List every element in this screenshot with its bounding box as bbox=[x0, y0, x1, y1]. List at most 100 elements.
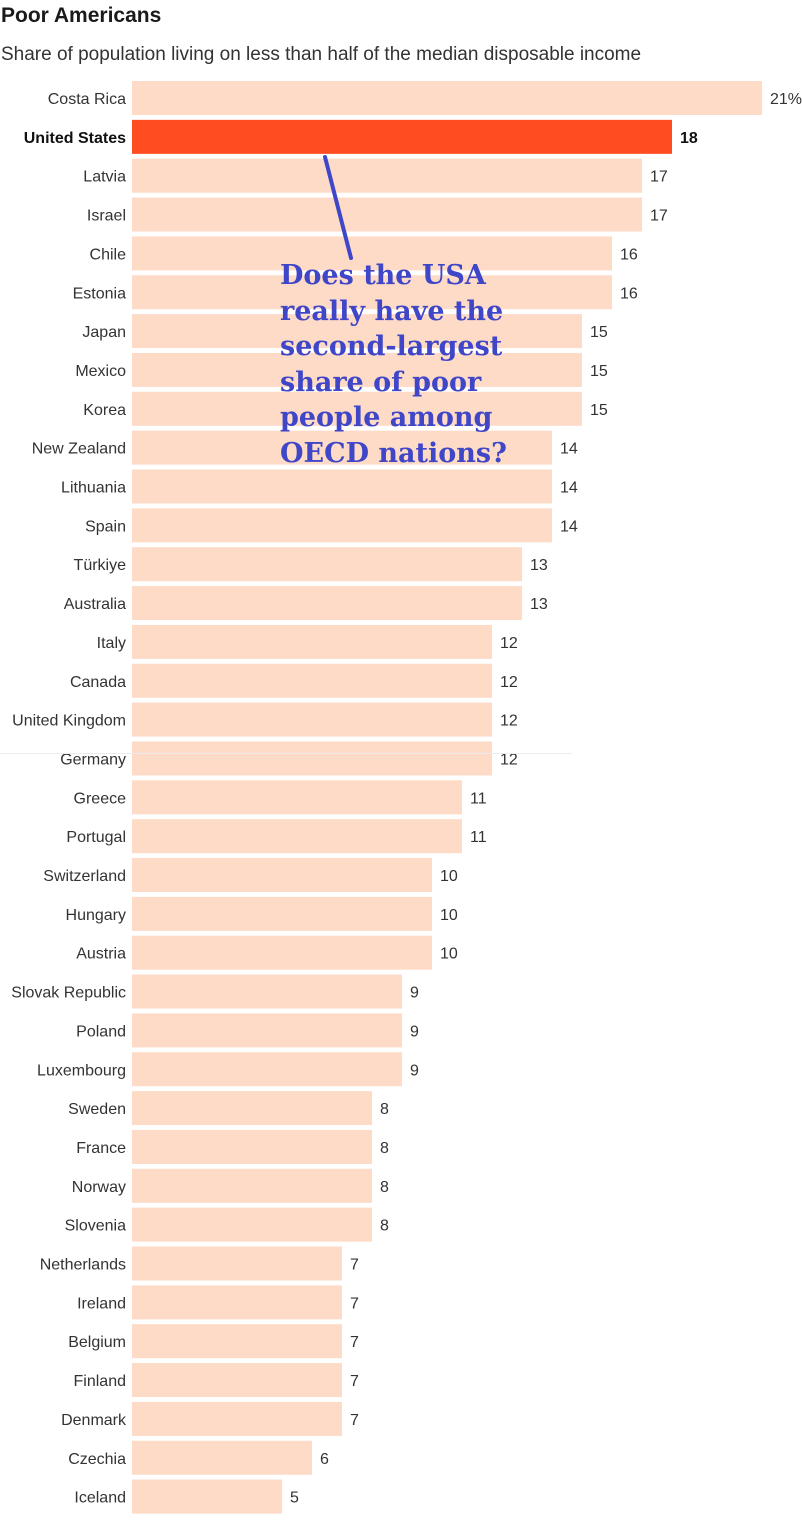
bar-row: Israel 17 bbox=[87, 197, 668, 232]
value-label: 17 bbox=[650, 169, 668, 186]
category-label: Chile bbox=[90, 246, 127, 263]
bar-row: Finland 7 bbox=[74, 1363, 359, 1398]
bar-row: Estonia 16 bbox=[73, 275, 638, 310]
bar-row: Netherlands 7 bbox=[40, 1246, 359, 1281]
bar-row: Poland 9 bbox=[76, 1013, 419, 1048]
bar bbox=[132, 935, 432, 970]
chart-subtitle: Share of population living on less than … bbox=[1, 44, 642, 65]
bar-row: Belgium 7 bbox=[68, 1324, 359, 1359]
category-label: Austria bbox=[76, 946, 126, 963]
bar-row: Luxembourg 9 bbox=[37, 1052, 419, 1087]
divider-line bbox=[0, 753, 572, 754]
value-label: 7 bbox=[350, 1373, 359, 1390]
category-label: Korea bbox=[83, 402, 126, 419]
category-label: Mexico bbox=[75, 363, 126, 380]
bar bbox=[132, 1440, 312, 1475]
value-label: 16 bbox=[620, 246, 638, 263]
bar bbox=[132, 469, 552, 504]
annotation-line: OECD nations? bbox=[280, 437, 507, 469]
bar bbox=[132, 508, 552, 543]
bar bbox=[132, 1401, 342, 1436]
category-label: Türkiye bbox=[74, 557, 127, 574]
bar-row: Greece 11 bbox=[74, 780, 487, 815]
value-label: 8 bbox=[380, 1179, 389, 1196]
category-label: Hungary bbox=[66, 907, 126, 924]
chart-title: Poor Americans bbox=[1, 4, 162, 27]
bar bbox=[132, 1091, 372, 1126]
value-label: 7 bbox=[350, 1257, 359, 1274]
bar bbox=[132, 702, 492, 737]
bar bbox=[132, 1324, 342, 1359]
bar bbox=[132, 819, 462, 854]
bar-row: New Zealand 14 bbox=[32, 430, 578, 465]
bar bbox=[132, 1129, 372, 1164]
category-label: New Zealand bbox=[32, 441, 126, 458]
value-label: 9 bbox=[410, 1062, 419, 1079]
bar bbox=[132, 1168, 372, 1203]
category-label: Latvia bbox=[83, 169, 126, 186]
bar bbox=[132, 974, 402, 1009]
category-label: Greece bbox=[74, 790, 127, 807]
bar-row: Canada 12 bbox=[70, 663, 518, 698]
bar-row: France 8 bbox=[76, 1129, 389, 1164]
category-label: Lithuania bbox=[61, 480, 126, 497]
bar-row: Germany 12 bbox=[60, 741, 518, 776]
bar bbox=[132, 158, 642, 193]
value-label: 12 bbox=[500, 713, 518, 730]
bar-row: Lithuania 14 bbox=[61, 469, 578, 504]
category-label: Switzerland bbox=[43, 868, 126, 885]
bar-row: Slovenia 8 bbox=[65, 1207, 389, 1242]
bar bbox=[132, 1052, 402, 1087]
bar bbox=[132, 1246, 342, 1281]
bar-row: Latvia 17 bbox=[83, 158, 668, 193]
category-label: Portugal bbox=[66, 829, 126, 846]
value-label: 8 bbox=[380, 1101, 389, 1118]
bar-row: Costa Rica 21% bbox=[48, 81, 802, 115]
bar-row: Iceland 5 bbox=[74, 1479, 299, 1514]
bar bbox=[132, 275, 612, 310]
bar-row: Ireland 7 bbox=[77, 1285, 359, 1320]
value-label: 10 bbox=[440, 907, 458, 924]
bar bbox=[132, 896, 432, 931]
value-label: 13 bbox=[530, 557, 548, 574]
value-label: 10 bbox=[440, 946, 458, 963]
bar bbox=[132, 314, 582, 349]
category-label: Poland bbox=[76, 1023, 126, 1040]
category-label: Costa Rica bbox=[48, 91, 126, 108]
annotation-pointer bbox=[323, 155, 353, 260]
value-label: 13 bbox=[530, 596, 548, 613]
value-label: 21% bbox=[770, 91, 802, 108]
bar bbox=[132, 352, 582, 387]
value-label: 14 bbox=[560, 480, 578, 497]
bar-row: United States 18 bbox=[24, 119, 698, 154]
category-label: Sweden bbox=[68, 1101, 126, 1118]
bar-highlight bbox=[132, 119, 672, 154]
value-label: 8 bbox=[380, 1218, 389, 1235]
category-label: Ireland bbox=[77, 1295, 126, 1312]
annotation-text: Does the USA really have the second-larg… bbox=[280, 258, 580, 471]
bar bbox=[132, 1013, 402, 1048]
bar bbox=[132, 1479, 282, 1514]
value-label: 11 bbox=[470, 829, 487, 846]
annotation-line: people among bbox=[280, 402, 493, 433]
bar-row: Italy 12 bbox=[97, 624, 518, 659]
bar bbox=[132, 197, 642, 232]
bar-row: Norway 8 bbox=[72, 1168, 389, 1203]
bar bbox=[132, 780, 462, 815]
value-label: 18 bbox=[680, 130, 698, 147]
category-label: Finland bbox=[74, 1373, 126, 1390]
value-label: 8 bbox=[380, 1140, 389, 1157]
bar-row: Mexico 15 bbox=[75, 352, 608, 387]
category-label: Belgium bbox=[68, 1334, 126, 1351]
value-label: 12 bbox=[500, 751, 518, 768]
bar-row: Austria 10 bbox=[76, 935, 458, 970]
category-label: United States bbox=[24, 130, 126, 147]
bar bbox=[132, 586, 522, 621]
bar-row: Denmark 7 bbox=[61, 1401, 359, 1436]
category-label: Czechia bbox=[68, 1451, 126, 1468]
value-label: 5 bbox=[290, 1490, 299, 1507]
value-label: 11 bbox=[470, 790, 487, 807]
bar-row: Chile 16 bbox=[90, 236, 638, 271]
category-label: Japan bbox=[82, 324, 126, 341]
